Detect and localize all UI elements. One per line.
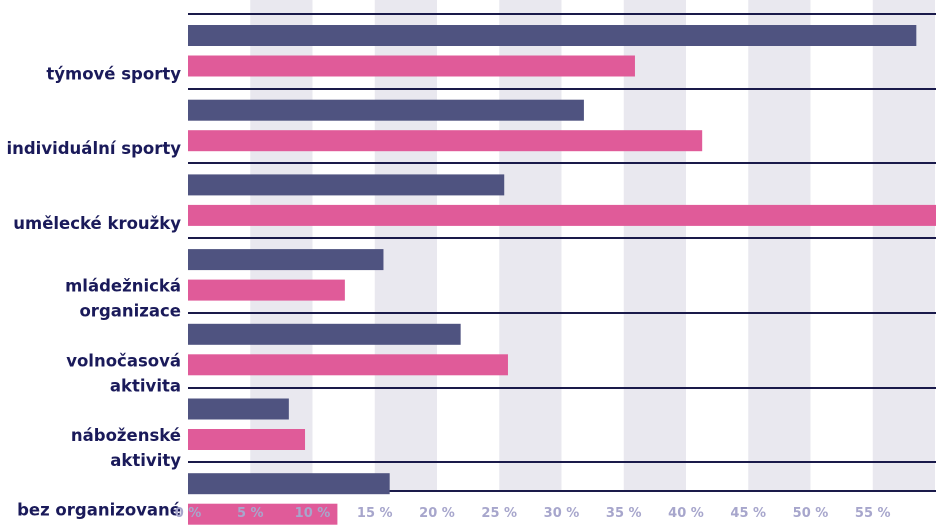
- category-label: týmové sporty: [46, 65, 181, 84]
- bar-series-2-2: [188, 204, 936, 226]
- category-label: organizace: [79, 302, 181, 321]
- category-label: individuální sporty: [6, 139, 181, 158]
- row-separator: [188, 88, 936, 90]
- row-separator: [188, 162, 936, 164]
- x-tick-label: 50 %: [793, 506, 829, 521]
- x-axis-line: [188, 490, 936, 492]
- bar-series-2-1: [188, 130, 703, 152]
- category-label: bez organizované: [17, 501, 181, 520]
- grid-band: [748, 0, 811, 491]
- row-separator: [188, 237, 936, 239]
- row-separator: [188, 461, 936, 463]
- grid-band: [872, 0, 935, 491]
- bar-series-2-0: [188, 55, 635, 77]
- category-label: umělecké kroužky: [13, 214, 181, 233]
- row-separator: [188, 312, 936, 314]
- row-separators: [188, 13, 936, 492]
- grid-band: [623, 0, 686, 491]
- bar-series-1-6: [188, 473, 390, 495]
- row-separator: [188, 13, 936, 15]
- bar-series-2-6: [188, 503, 338, 525]
- bar-series-2-4: [188, 354, 508, 376]
- row-separator: [188, 387, 936, 389]
- x-tick-label: 40 %: [668, 506, 704, 521]
- x-tick-label: 5 %: [237, 506, 264, 521]
- category-labels: týmové sporty individuální sporty umělecké…: [6, 65, 181, 526]
- bar-series-1-5: [188, 398, 289, 420]
- bars: [188, 25, 936, 525]
- x-axis-tick-labels: 0 % 5 % 10 % 15 % 20 % 25 % 30 % 35 % 40 % 45 % 50…: [175, 506, 891, 521]
- x-tick-label: 35 %: [606, 506, 642, 521]
- x-tick-label: 15 %: [357, 506, 393, 521]
- x-tick-label: 20 %: [419, 506, 455, 521]
- x-tick-label: 25 %: [481, 506, 517, 521]
- bar-series-1-4: [188, 323, 461, 345]
- x-tick-label: 55 %: [855, 506, 891, 521]
- bar-series-2-3: [188, 279, 345, 301]
- category-label: mládežnická: [65, 277, 181, 296]
- category-label: náboženské: [71, 426, 181, 445]
- grid-band: [499, 0, 562, 491]
- bar-series-2-5: [188, 429, 306, 450]
- bar-series-1-2: [188, 174, 505, 196]
- bar-series-1-1: [188, 99, 584, 121]
- bar-series-1-0: [188, 25, 917, 46]
- grid-bands: [250, 0, 935, 491]
- grid-band: [374, 0, 437, 491]
- category-label: aktivita: [110, 376, 181, 395]
- category-label: volnočasová: [66, 351, 181, 370]
- bar-series-1-3: [188, 249, 384, 271]
- x-tick-label: 10 %: [295, 506, 331, 521]
- x-tick-label: 45 %: [730, 506, 766, 521]
- x-tick-label: 0 %: [175, 506, 202, 521]
- x-tick-label: 30 %: [544, 506, 580, 521]
- category-label: aktivity: [110, 451, 181, 470]
